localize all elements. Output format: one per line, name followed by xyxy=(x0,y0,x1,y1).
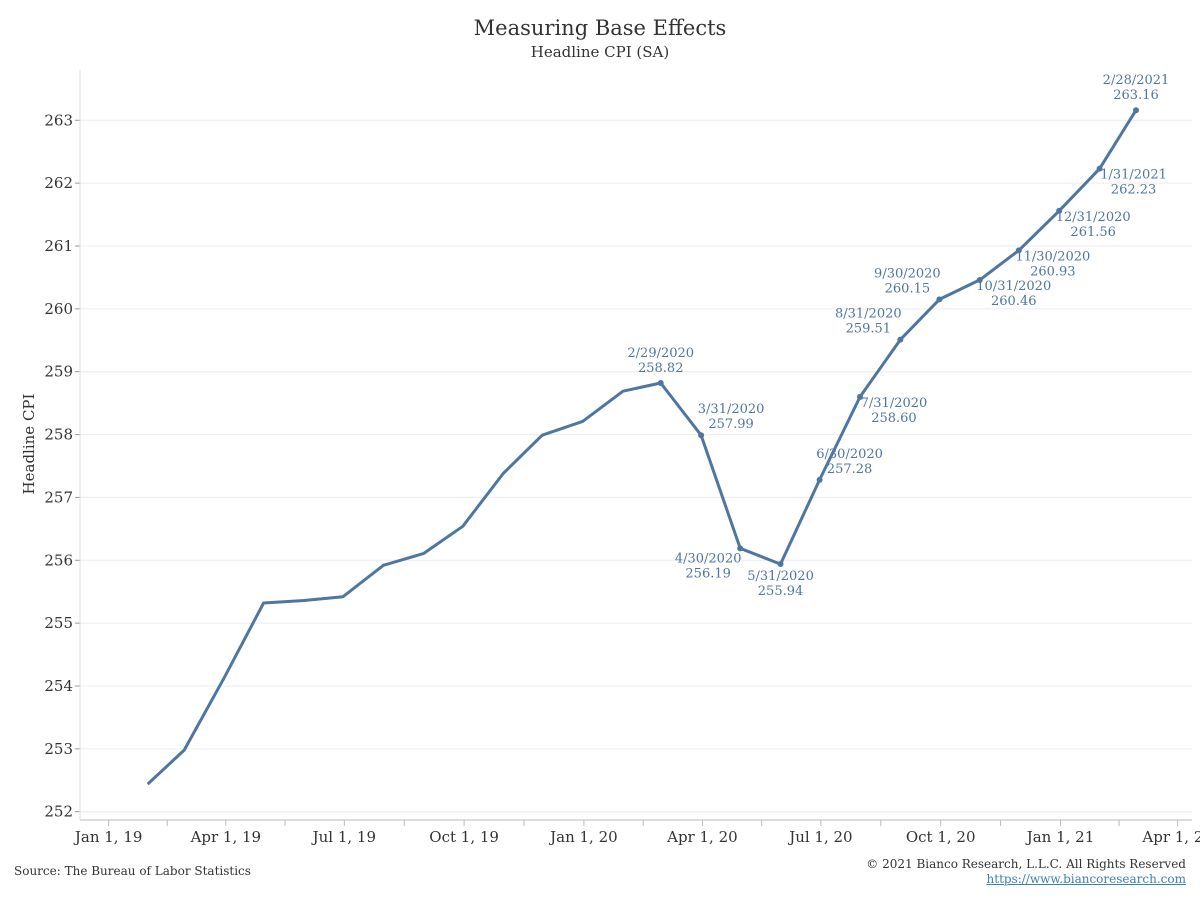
data-point xyxy=(816,476,823,483)
axis-layer: 252 253 254 255 256 257 258 259 260 261 262 263 Jan … xyxy=(44,70,1200,846)
data-label-date: 5/31/2020 xyxy=(747,569,814,584)
data-label-value: 260.15 xyxy=(885,281,931,296)
website-link[interactable]: https://www.biancoresearch.com xyxy=(986,872,1186,886)
data-label-value: 260.93 xyxy=(1030,264,1076,279)
chart-subtitle: Headline CPI (SA) xyxy=(530,43,670,61)
data-label-value: 260.46 xyxy=(991,294,1037,309)
data-point xyxy=(777,561,784,568)
data-label-date: 2/28/2021 xyxy=(1103,73,1170,88)
y-tick-label: 253 xyxy=(44,740,73,758)
data-label-date: 4/30/2020 xyxy=(675,551,742,566)
copyright-note: © 2021 Bianco Research, L.L.C. All Right… xyxy=(866,857,1186,871)
data-point xyxy=(1015,247,1022,254)
data-point xyxy=(737,545,744,552)
x-tick-label: Apr 1, 19 xyxy=(190,828,262,846)
data-label-date: 12/31/2020 xyxy=(1056,210,1131,225)
x-tick-label: Jul 1, 19 xyxy=(311,828,376,846)
x-tick-label: Jan 1, 21 xyxy=(1025,828,1095,846)
x-tick-label: Oct 1, 20 xyxy=(906,828,976,846)
y-axis-label: Headline CPI xyxy=(20,393,38,494)
y-tick-label: 257 xyxy=(44,488,73,506)
data-label-value: 255.94 xyxy=(758,584,804,599)
data-label-date: 2/29/2020 xyxy=(627,346,694,361)
y-tick-label: 255 xyxy=(44,614,73,632)
series-line xyxy=(146,109,1138,786)
y-tick-label: 256 xyxy=(44,551,73,569)
data-label-value: 262.23 xyxy=(1111,183,1157,198)
y-tick-label: 260 xyxy=(44,300,73,318)
data-point xyxy=(897,336,904,343)
data-label-value: 256.19 xyxy=(685,566,731,581)
y-tick-label: 254 xyxy=(44,677,73,695)
y-tick-label: 259 xyxy=(44,363,73,381)
data-label-value: 258.82 xyxy=(638,361,684,376)
data-label-value: 259.51 xyxy=(846,322,892,337)
y-tick-label: 261 xyxy=(44,237,73,255)
y-tick-label: 252 xyxy=(44,803,73,821)
data-label-date: 9/30/2020 xyxy=(874,266,941,281)
x-tick-label: Apr 1, 21 xyxy=(1141,828,1200,846)
data-label-date: 10/31/2020 xyxy=(976,279,1051,294)
data-point xyxy=(1056,207,1063,214)
data-label-date: 7/31/2020 xyxy=(861,396,928,411)
data-point xyxy=(657,380,664,387)
data-point xyxy=(976,276,983,283)
data-label-date: 1/31/2021 xyxy=(1100,168,1167,183)
data-point xyxy=(856,393,863,400)
data-label-value: 257.99 xyxy=(708,417,754,432)
series-layer xyxy=(146,107,1140,786)
data-label-value: 263.16 xyxy=(1113,88,1159,103)
data-label-date: 8/31/2020 xyxy=(835,307,902,322)
chart-title: Measuring Base Effects xyxy=(473,16,727,40)
x-tick-label: Jan 1, 19 xyxy=(73,828,143,846)
data-point xyxy=(936,296,943,303)
data-point xyxy=(1096,165,1103,172)
data-label-value: 258.60 xyxy=(871,411,917,426)
source-note: Source: The Bureau of Labor Statistics xyxy=(14,864,251,878)
x-tick-label: Apr 1, 20 xyxy=(666,828,738,846)
data-label-date: 6/30/2020 xyxy=(816,447,883,462)
y-tick-label: 262 xyxy=(44,174,73,192)
x-tick-label: Oct 1, 19 xyxy=(429,828,499,846)
data-label-date: 3/31/2020 xyxy=(698,402,765,417)
y-tick-label: 263 xyxy=(44,111,73,129)
data-label-layer: 2/29/2020258.823/31/2020257.994/30/20202… xyxy=(627,73,1169,599)
data-label-value: 261.56 xyxy=(1070,225,1116,240)
x-tick-label: Jul 1, 20 xyxy=(787,828,852,846)
x-tick-label: Jan 1, 20 xyxy=(548,828,618,846)
data-point xyxy=(698,432,705,439)
data-label-date: 11/30/2020 xyxy=(1015,249,1090,264)
data-label-value: 257.28 xyxy=(827,462,873,477)
data-point xyxy=(1133,107,1140,114)
y-tick-label: 258 xyxy=(44,426,73,444)
grid-layer xyxy=(80,119,1192,813)
